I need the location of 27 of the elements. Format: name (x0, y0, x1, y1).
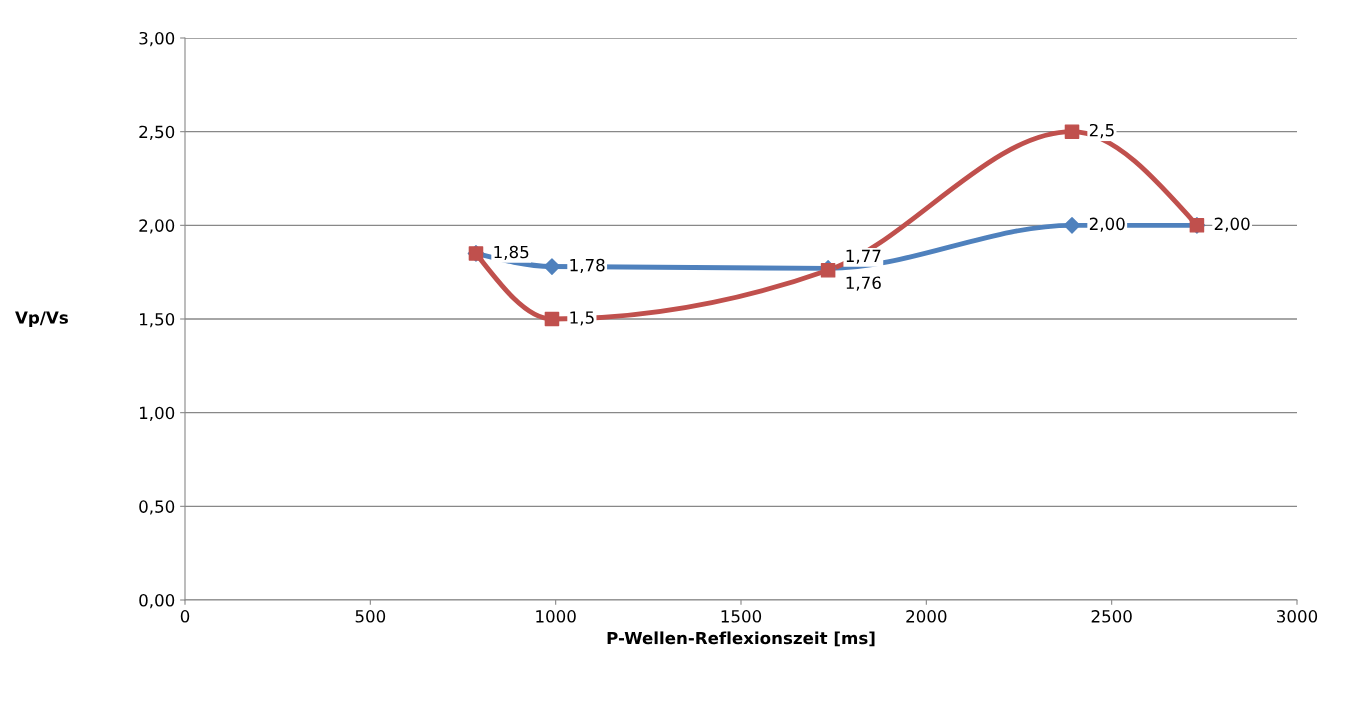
y-tick-label: 3,00 (139, 31, 175, 47)
x-tick-label: 2000 (906, 610, 947, 623)
data-label: 1,78 (570, 258, 605, 274)
x-tick-label: 2500 (1091, 610, 1132, 623)
data-label: 2,00 (1089, 217, 1125, 232)
data-label: 2,5 (1089, 123, 1114, 139)
y-tick-label: 1,50 (140, 312, 175, 328)
point (544, 311, 560, 327)
y-tick-label: 0,50 (139, 500, 175, 515)
data-label: 2,00 (1214, 217, 1250, 232)
y-axis-title: Vp/Vs (15, 311, 68, 328)
y-tick-label: 1,00 (140, 406, 175, 421)
y-tick-label: 2,50 (139, 125, 175, 140)
data-label: 1,5 (570, 311, 594, 326)
data-label: 1,85 (494, 245, 529, 260)
x-axis-title: P-Wellen-Reflexionszeit [ms] (607, 631, 875, 647)
y-tick-label: 2,00 (139, 219, 175, 234)
y-tick-label: 0,00 (139, 593, 175, 609)
x-tick-label: 1500 (721, 610, 762, 623)
point (1063, 217, 1081, 234)
data-label: 1,77 (846, 249, 881, 264)
x-tick-label: 0 (180, 610, 190, 623)
data-label: 1,76 (846, 276, 881, 291)
point (1064, 124, 1080, 139)
x-tick-label: 500 (355, 610, 386, 623)
x-tick-label: 3000 (1277, 610, 1318, 623)
x-tick-label: 1000 (536, 610, 576, 623)
